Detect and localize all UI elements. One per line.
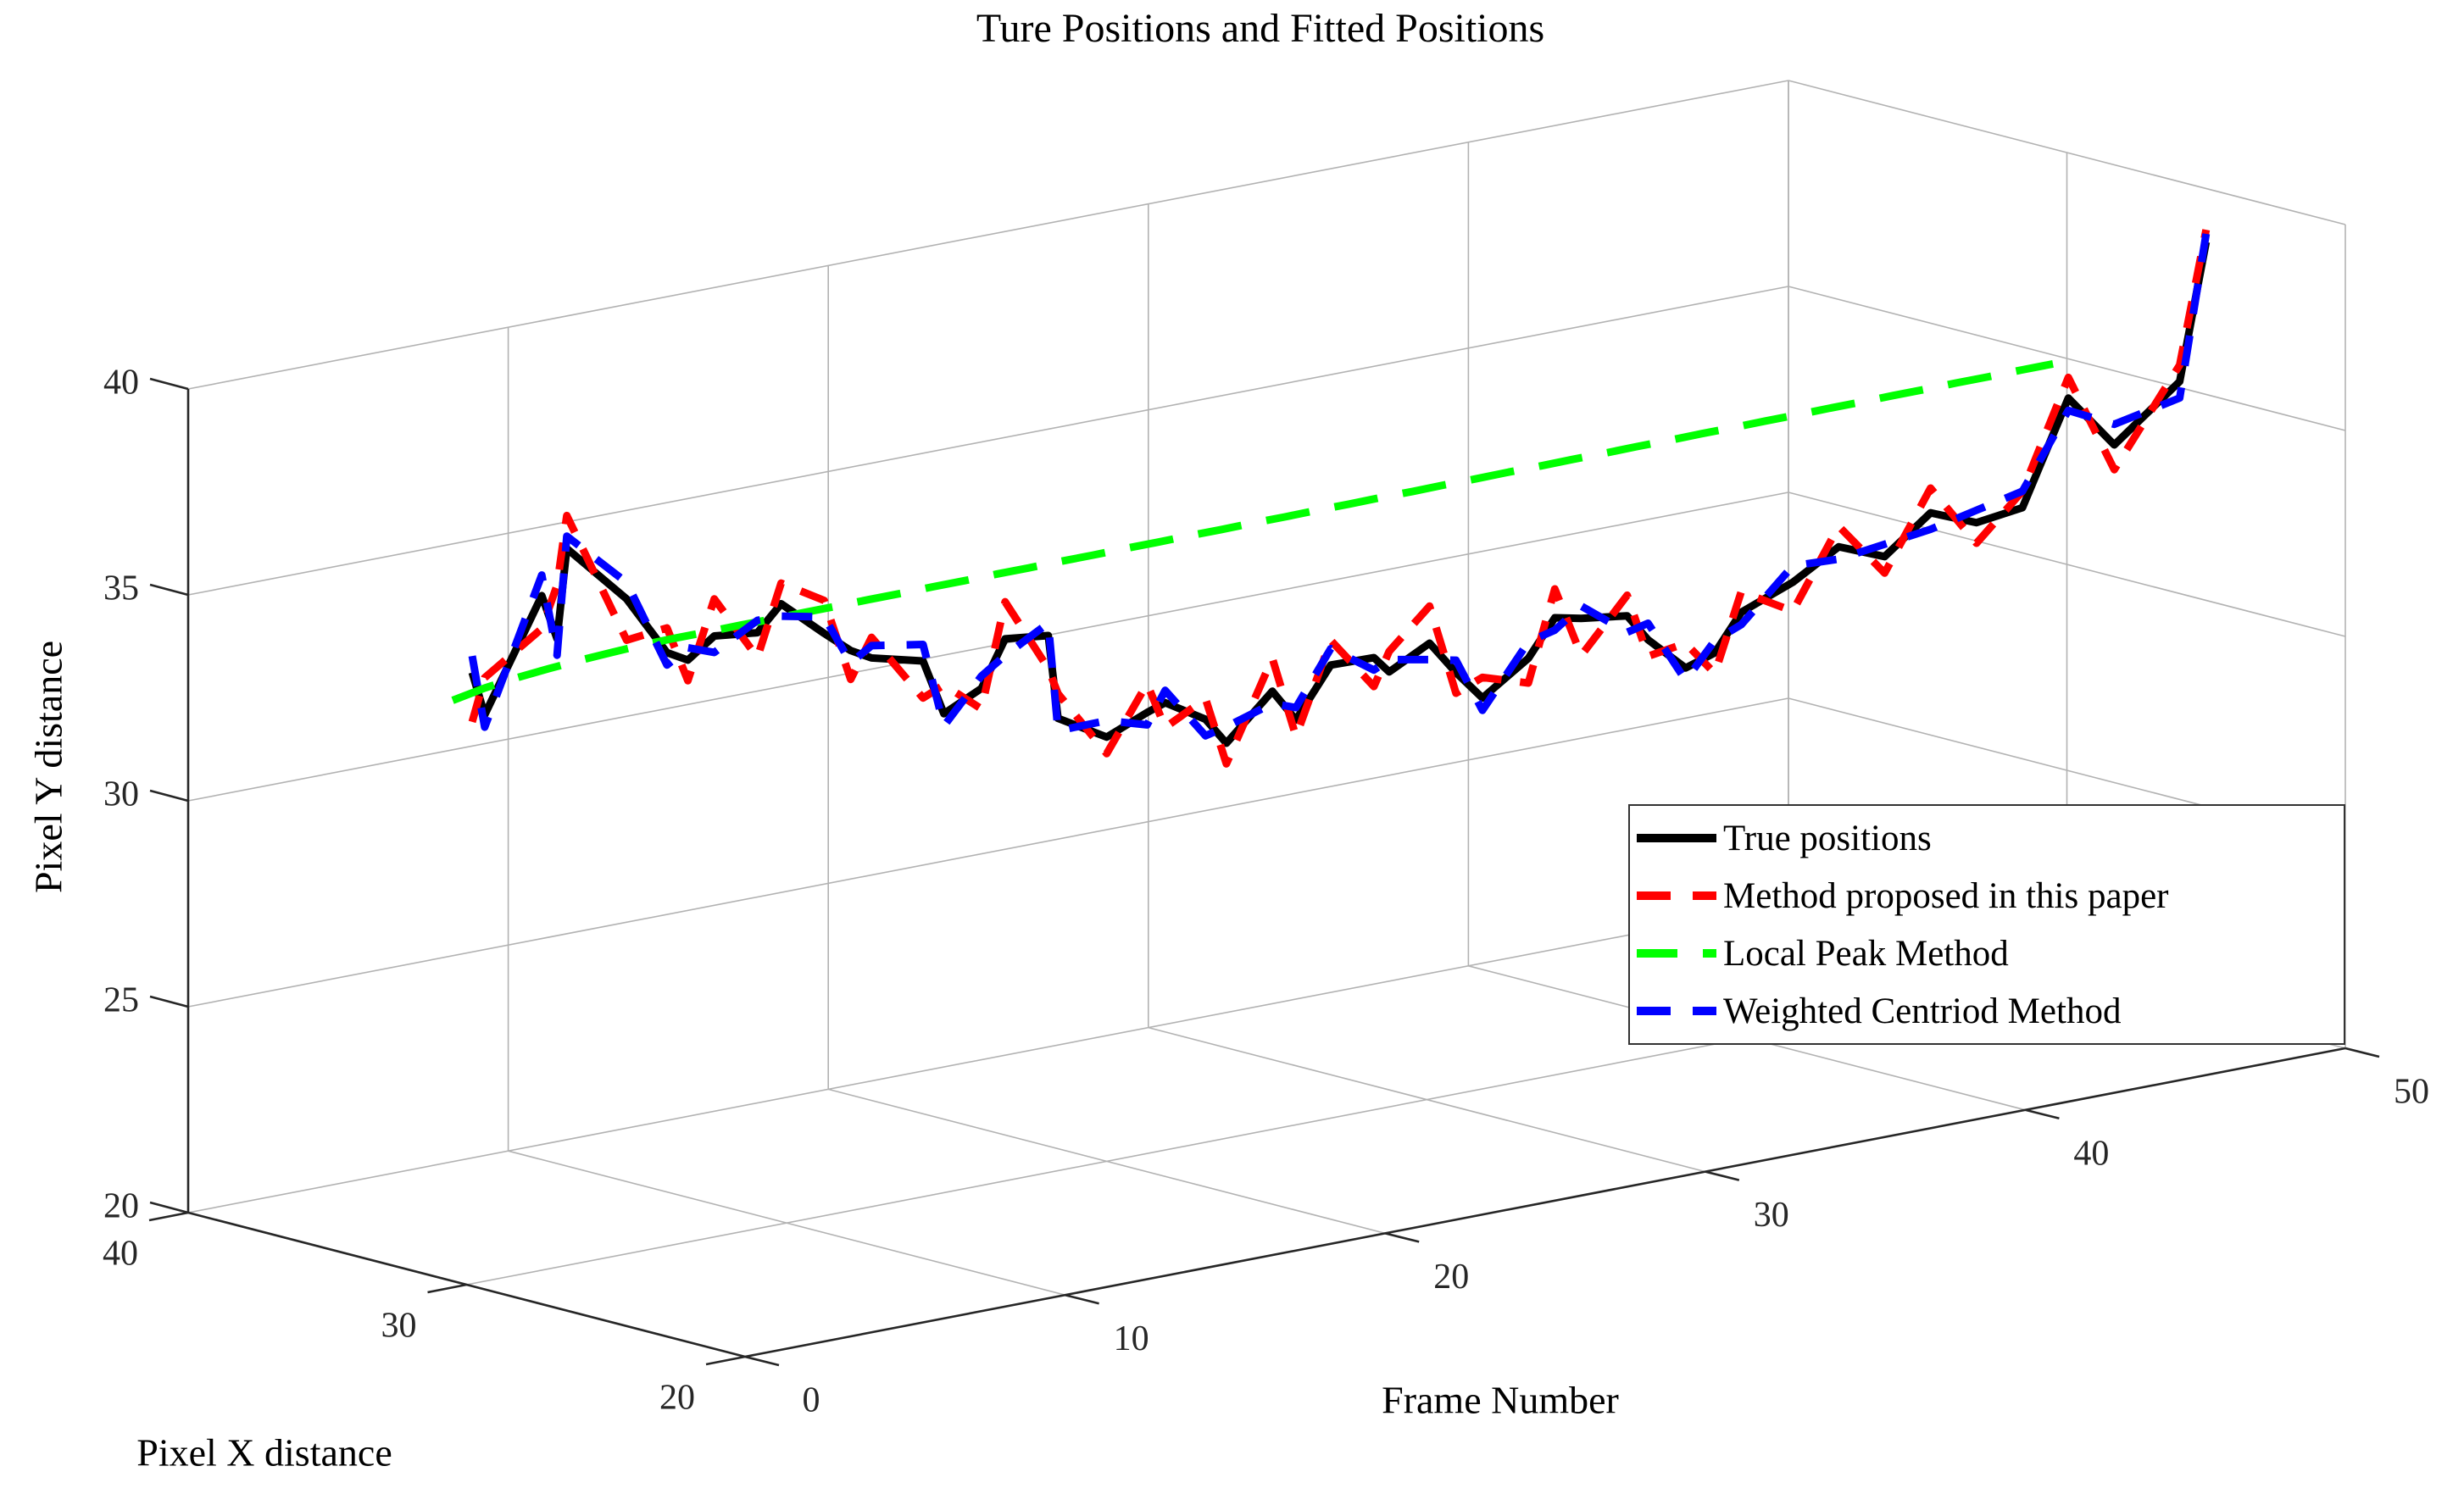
svg-text:50: 50	[2394, 1073, 2429, 1112]
svg-text:0: 0	[803, 1381, 820, 1420]
svg-text:10: 10	[1114, 1319, 1149, 1358]
z-axis-label: Pixel Y distance	[26, 640, 70, 894]
legend-item-weighted-centroid: Weighted Centriod Method	[1635, 993, 2339, 1030]
legend-label: Weighted Centriod Method	[1723, 991, 2122, 1031]
svg-text:35: 35	[103, 569, 139, 608]
legend-label: True positions	[1723, 818, 1932, 858]
true-positions-line-icon	[1637, 834, 1716, 842]
legend: True positions Method proposed in this p…	[1628, 804, 2345, 1045]
svg-text:30: 30	[1754, 1196, 1789, 1235]
legend-label: Local Peak Method	[1723, 933, 2009, 974]
svg-text:25: 25	[103, 981, 139, 1020]
chart-title: Ture Positions and Fitted Positions	[976, 6, 1545, 51]
svg-text:30: 30	[381, 1307, 417, 1346]
svg-text:30: 30	[103, 775, 139, 814]
svg-text:20: 20	[1433, 1258, 1469, 1297]
weighted-centroid-line-icon	[1637, 1007, 1716, 1015]
svg-text:20: 20	[659, 1379, 695, 1418]
x-axis-label: Frame Number	[1382, 1378, 1619, 1422]
proposed-method-line-icon	[1637, 891, 1716, 900]
legend-item-local-peak: Local Peak Method	[1635, 936, 2339, 972]
y-axis-label: Pixel X distance	[136, 1430, 392, 1474]
svg-text:40: 40	[2073, 1134, 2109, 1173]
legend-item-proposed-method: Method proposed in this paper	[1635, 878, 2339, 914]
svg-text:20: 20	[103, 1187, 139, 1226]
local-peak-line-icon	[1637, 949, 1716, 958]
legend-item-true-positions: True positions	[1635, 820, 2339, 857]
svg-text:40: 40	[103, 364, 139, 403]
svg-text:40: 40	[103, 1235, 138, 1274]
legend-label: Method proposed in this paper	[1723, 875, 2169, 916]
